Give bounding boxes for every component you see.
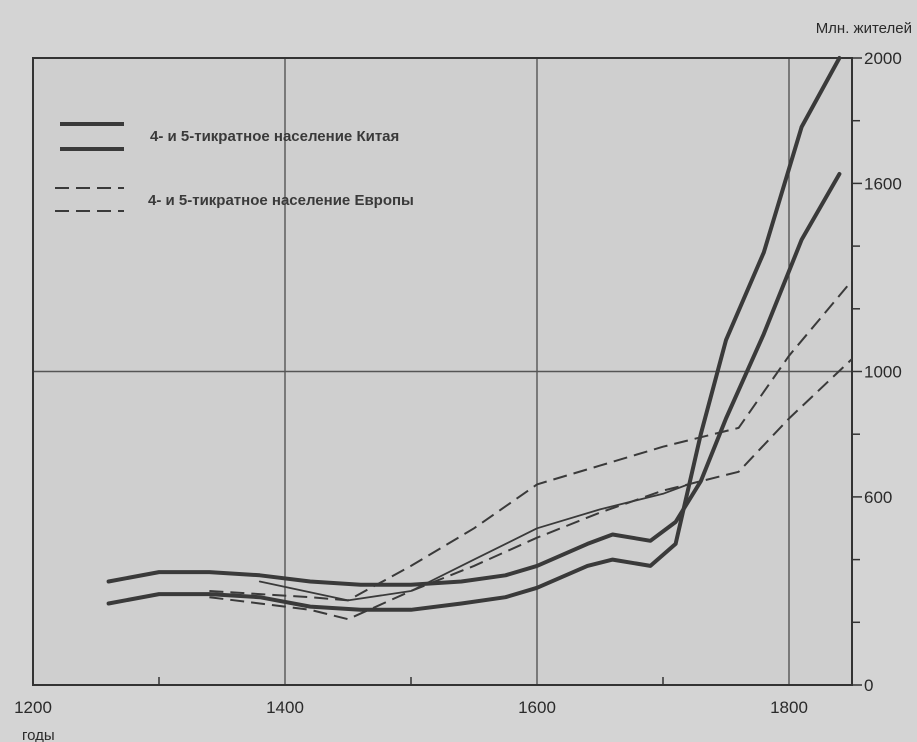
y-tick-label-600: 600 [864,488,892,507]
y-tick-label-1000: 1000 [864,363,902,382]
y-tick-label-1600: 1600 [864,174,902,193]
legend-entry-china: 4- и 5-тикратное население Китая [60,122,399,151]
x-axis-ticks: 1200 1400 1600 1800 [14,677,808,717]
x-tick-label-1600: 1600 [518,698,556,717]
legend: 4- и 5-тикратное население Китая 4- и 5-… [55,122,414,212]
series-line-thin-4 [258,483,690,602]
series-line-europe-3 [209,358,853,621]
y-tick-label-0: 0 [864,676,873,695]
series-line-china-0 [106,56,842,612]
y-axis-ticks: 0 600 1000 1600 2000 [852,49,902,695]
x-tick-label-1200: 1200 [14,698,52,717]
y-axis-unit-label: Млн. жителей [816,20,912,37]
x-axis-label: годы [22,727,55,742]
x-tick-label-1400: 1400 [266,698,304,717]
legend-label-europe: 4- и 5-тикратное население Европы [148,192,414,209]
x-tick-label-1800: 1800 [770,698,808,717]
legend-label-china: 4- и 5-тикратное население Китая [150,128,399,145]
grid-lines [33,58,852,685]
series-lines [106,56,853,621]
y-tick-label-2000: 2000 [864,49,902,68]
series-line-europe-2 [209,279,853,602]
series-line-china-1 [106,172,842,587]
legend-entry-europe: 4- и 5-тикратное население Европы [55,187,414,212]
